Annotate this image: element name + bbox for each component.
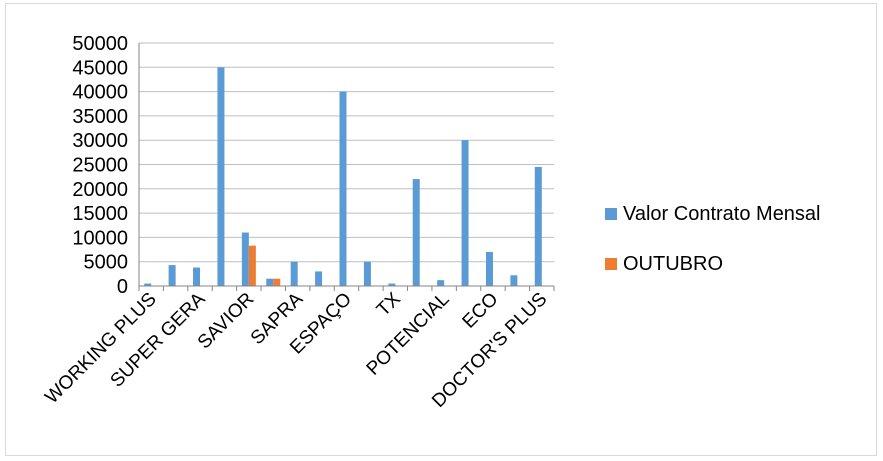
y-tick-label: 20000 — [72, 179, 128, 201]
legend: Valor Contrato Mensal OUTUBRO — [605, 203, 821, 275]
y-tick-label: 15000 — [72, 203, 128, 225]
bar-valor-contrato-mensal — [412, 179, 420, 286]
y-tick-label: 0 — [117, 276, 128, 298]
legend-swatch — [605, 258, 617, 270]
bar-valor-contrato-mensal — [241, 232, 249, 286]
bar-valor-contrato-mensal — [461, 140, 469, 286]
legend-label: Valor Contrato Mensal — [623, 203, 821, 225]
y-tick-label: 40000 — [72, 82, 128, 104]
legend-label: OUTUBRO — [623, 253, 723, 275]
bar-valor-contrato-mensal — [193, 267, 201, 286]
bar-valor-contrato-mensal — [485, 251, 493, 286]
bar-outubro — [248, 245, 256, 286]
bar-valor-contrato-mensal — [144, 283, 152, 286]
bar-outubro — [273, 278, 281, 286]
x-category-label: TX — [373, 288, 405, 320]
y-tick-label: 10000 — [72, 227, 128, 249]
bars — [144, 67, 542, 286]
y-tick-label: 50000 — [72, 33, 128, 55]
y-tick-label: 5000 — [84, 252, 129, 274]
bar-valor-contrato-mensal — [437, 280, 445, 286]
y-tick-label: 30000 — [72, 130, 128, 152]
x-category-label: ECO — [459, 289, 503, 333]
bar-valor-contrato-mensal — [388, 283, 396, 286]
chart-frame: 0 5000 10000 15000 20000 25000 30000 35000 40000… — [5, 3, 877, 456]
bar-valor-contrato-mensal — [266, 278, 274, 286]
bar-valor-contrato-mensal — [290, 261, 298, 286]
y-tick-label: 25000 — [72, 155, 128, 177]
bar-valor-contrato-mensal — [217, 67, 225, 286]
y-tick-label: 35000 — [72, 106, 128, 128]
bar-valor-contrato-mensal — [534, 166, 542, 286]
bar-valor-contrato-mensal — [339, 91, 347, 286]
y-tick-label: 45000 — [72, 57, 128, 79]
legend-swatch — [605, 208, 617, 220]
axes — [138, 43, 555, 291]
bar-valor-contrato-mensal — [510, 275, 518, 286]
bar-valor-contrato-mensal — [363, 261, 371, 286]
bar-valor-contrato-mensal — [168, 265, 176, 286]
bar-valor-contrato-mensal — [315, 271, 323, 286]
